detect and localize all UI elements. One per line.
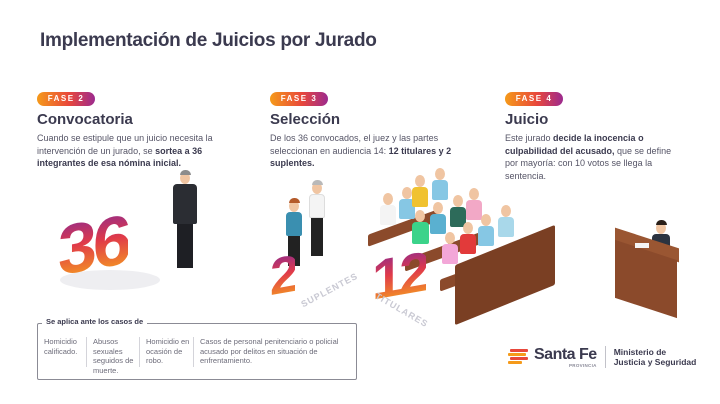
brand-subtitle: PROVINCIA: [568, 362, 597, 368]
ministry-line-2: Justicia y Seguridad: [613, 357, 697, 367]
description-bold: 12 titulares y 2 suplentes.: [270, 145, 452, 169]
phase-heading: Convocatoria: [37, 111, 133, 128]
phase-badge: FASE 2: [37, 92, 95, 106]
cases-box: [37, 323, 357, 380]
phase-seleccion: FASE 3 Selección De los 36 convocados, e…: [270, 88, 485, 170]
phase-description: De los 36 convocados, el juez y las part…: [270, 132, 485, 170]
phase-badge: FASE 3: [270, 92, 328, 106]
cases-legend: Se aplica ante los casos de: [42, 317, 148, 326]
phase-heading: Juicio: [505, 111, 549, 128]
case-item: Casos de personal penitenciario o polici…: [200, 337, 339, 365]
case-item: Homicidio en ocasión de robo.: [146, 337, 190, 365]
ministry-line-1: Ministerio de: [613, 347, 667, 357]
suplente-woman-illustration: [284, 198, 304, 266]
divider: [139, 337, 140, 367]
phase-heading: Selección: [270, 111, 341, 128]
official-figure-illustration: [168, 170, 202, 268]
number-2-graphic: 2: [270, 244, 295, 308]
divider: [193, 337, 194, 367]
description-bold: sortea a 36 integrantes de esa nómina in…: [37, 145, 203, 169]
description-text: Cuando se estipule que un juicio necesit…: [37, 133, 213, 156]
suplentes-label: SUPLENTES: [299, 270, 360, 310]
santa-fe-logo: Santa Fe PROVINCIA Ministerio de Justici…: [508, 346, 696, 368]
phase-convocatoria: FASE 2 Convocatoria Cuando se estipule q…: [37, 88, 252, 170]
phase-description: Cuando se estipule que un juicio necesit…: [37, 132, 252, 170]
case-item: Homicidio calificado.: [44, 337, 78, 356]
santa-fe-flag-icon: [508, 348, 530, 366]
phase-juicio: FASE 4 Juicio Este jurado decide la inoc…: [505, 88, 680, 182]
description-text: De los 36 convocados, el juez y las part…: [270, 133, 439, 156]
floor-shadow: [60, 270, 160, 290]
description-text: Este jurado: [505, 133, 554, 143]
number-36-graphic: 36: [58, 199, 128, 291]
phase-description: Este jurado decide la inocencia o culpab…: [505, 132, 680, 182]
description-text-after: que se define por mayoría: con 10 votos …: [505, 145, 672, 181]
brand-name: Santa Fe: [534, 345, 597, 363]
divider: [86, 337, 87, 367]
divider: [604, 346, 606, 368]
suplente-man-illustration: [307, 180, 327, 256]
description-bold: decide la inocencia o culpabilidad del a…: [505, 133, 644, 156]
case-item: Abusos sexuales seguidos de muerte.: [93, 337, 134, 375]
page-title: Implementación de Juicios por Jurado: [40, 30, 377, 51]
phase-badge: FASE 4: [505, 92, 563, 106]
